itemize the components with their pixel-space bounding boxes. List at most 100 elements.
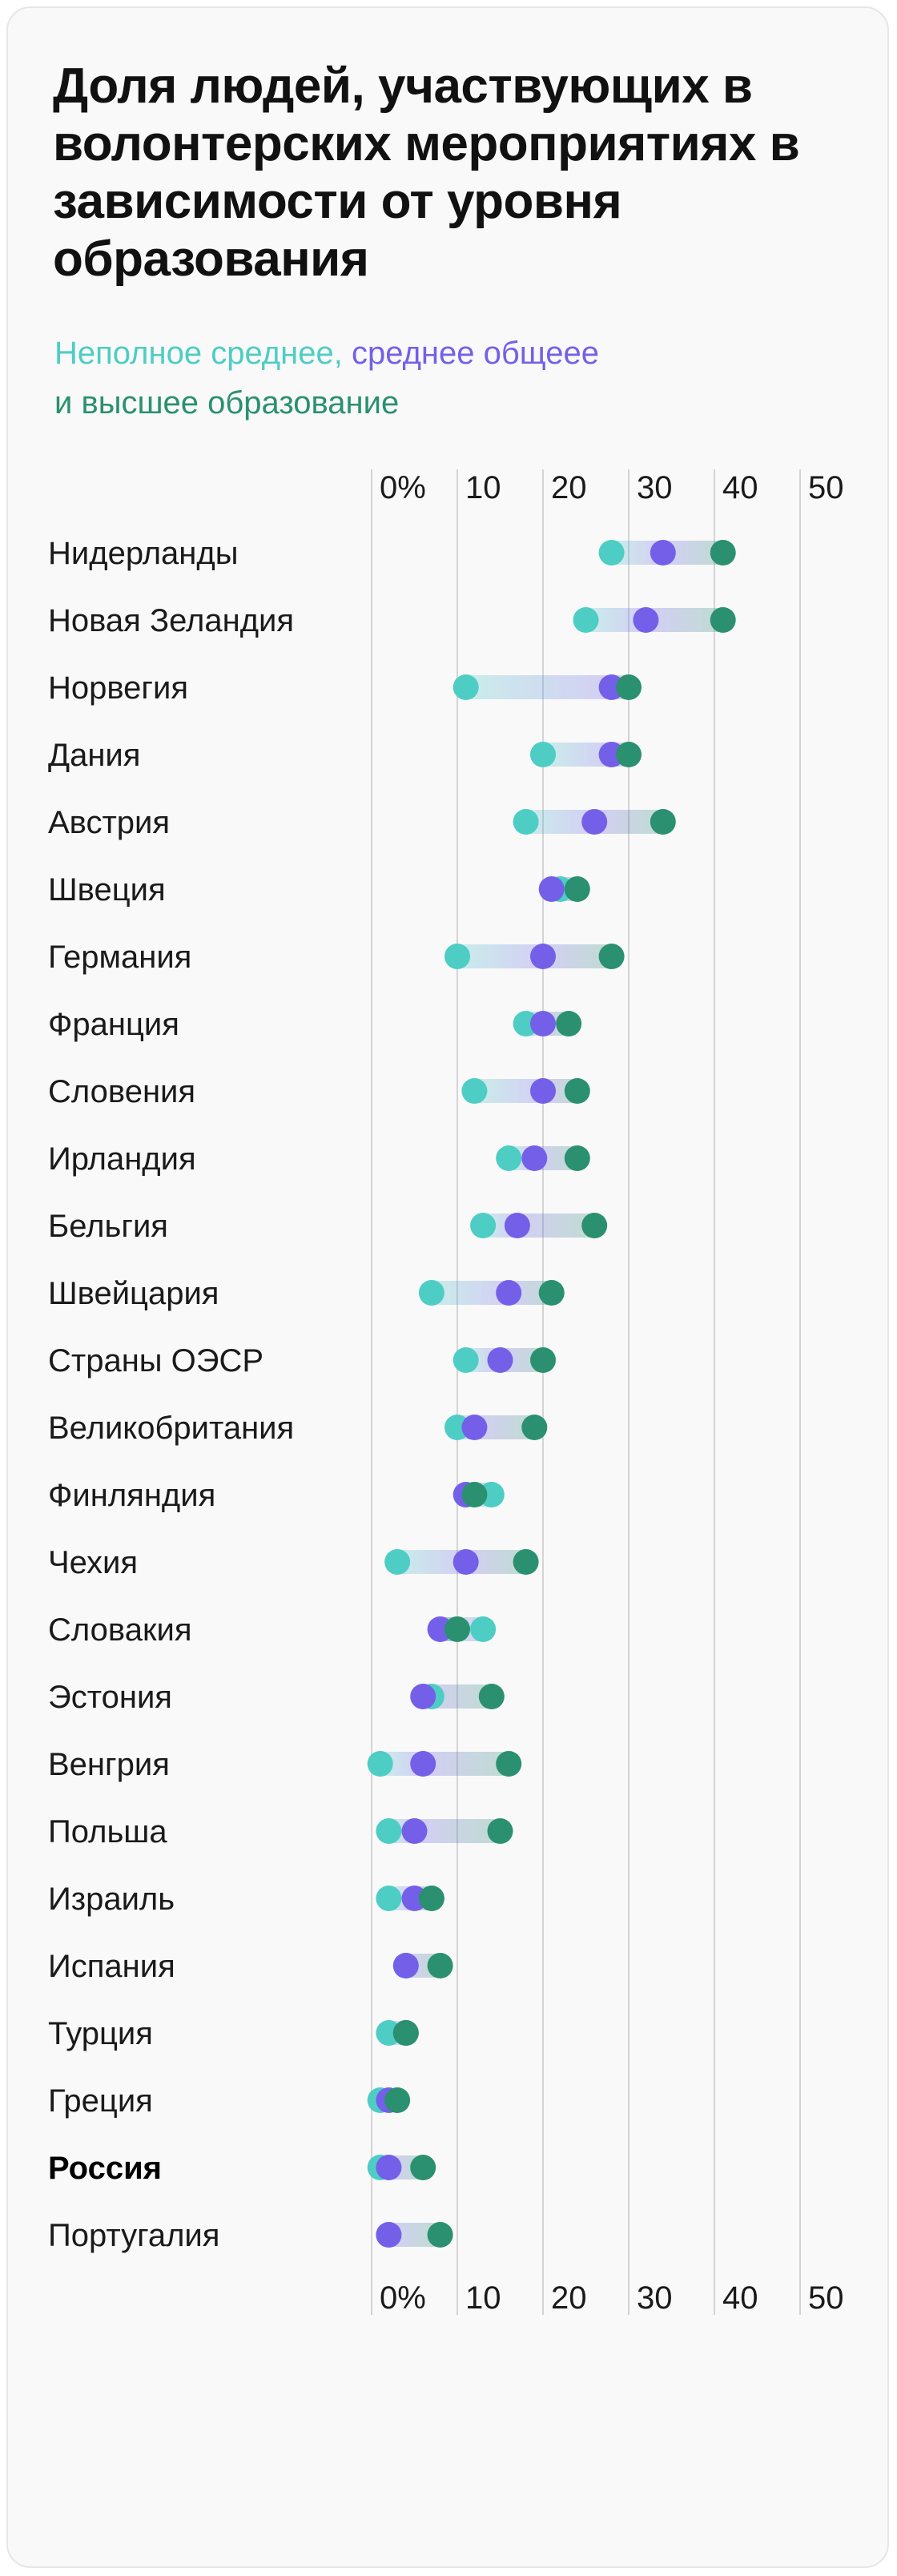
dot-incomplete-secondary xyxy=(496,1145,522,1171)
category-label: Новая Зеландия xyxy=(48,603,294,638)
row: Нидерланды xyxy=(48,536,736,571)
category-label: Греция xyxy=(48,2083,153,2119)
category-label: Испания xyxy=(48,1949,175,1984)
range-bar-incomplete-to-general xyxy=(457,944,543,968)
dot-general-secondary xyxy=(487,1347,513,1373)
gridlines xyxy=(371,469,801,2315)
dot-higher-education xyxy=(384,2087,411,2113)
category-label: Финляндия xyxy=(48,1478,215,1513)
row: Швеция xyxy=(48,872,590,908)
row: Страны ОЭСР xyxy=(48,1343,556,1379)
dot-higher-education xyxy=(650,809,676,835)
dot-higher-education xyxy=(496,1751,522,1777)
dot-general-secondary xyxy=(461,1415,488,1440)
dot-general-secondary xyxy=(376,2222,402,2248)
category-label: Великобритания xyxy=(48,1411,294,1446)
dot-general-secondary xyxy=(650,540,676,566)
category-label: Ирландия xyxy=(48,1141,196,1177)
dot-general-secondary xyxy=(453,1549,479,1575)
row: Швейцария xyxy=(48,1276,565,1311)
dot-incomplete-secondary xyxy=(367,1751,393,1777)
dot-higher-education xyxy=(616,674,642,700)
dot-higher-education xyxy=(530,1347,556,1373)
chart-card: Доля людей, участвующих в волонтерских м… xyxy=(6,6,889,2568)
row: Франция xyxy=(48,1007,582,1042)
dot-higher-education xyxy=(581,1213,608,1238)
tick-label-bottom-40: 40 xyxy=(722,2280,758,2316)
dot-incomplete-secondary xyxy=(513,809,539,835)
tick-label-top-20: 20 xyxy=(551,470,587,505)
row: Россия xyxy=(48,2151,436,2186)
category-label: Германия xyxy=(48,940,191,975)
dot-general-secondary xyxy=(401,1818,428,1844)
dot-general-secondary xyxy=(392,1953,419,1978)
row: Венгрия xyxy=(48,1747,522,1782)
tick-label-bottom-10: 10 xyxy=(465,2280,501,2316)
category-label: Израиль xyxy=(48,1882,175,1917)
dot-higher-education xyxy=(616,742,642,767)
dot-incomplete-secondary xyxy=(444,944,470,969)
dot-higher-education xyxy=(410,2155,436,2180)
dot-higher-education xyxy=(513,1549,539,1575)
tick-label-bottom-0: 0% xyxy=(380,2280,426,2316)
dot-general-secondary xyxy=(538,876,565,902)
dot-higher-education xyxy=(427,1953,453,1978)
row: Бельгия xyxy=(48,1209,608,1244)
dot-general-secondary xyxy=(633,607,659,633)
range-bar-general-to-higher xyxy=(414,1819,501,1843)
category-label: Швеция xyxy=(48,872,166,908)
row: Великобритания xyxy=(48,1411,548,1446)
dot-higher-education xyxy=(487,1818,513,1844)
dot-general-secondary xyxy=(530,944,556,969)
dot-general-secondary xyxy=(521,1145,548,1171)
row: Германия xyxy=(48,940,625,975)
row: Турция xyxy=(48,2016,419,2051)
dot-higher-education xyxy=(710,540,736,566)
range-bar-incomplete-to-general xyxy=(465,675,612,699)
range-bar-incomplete-to-general xyxy=(431,1281,509,1305)
category-label: Страны ОЭСР xyxy=(48,1343,263,1379)
category-label: Словения xyxy=(48,1074,195,1109)
range-bar-general-to-higher xyxy=(423,1752,509,1776)
row: Польша xyxy=(48,1814,513,1849)
category-label: Эстония xyxy=(48,1680,172,1715)
dot-higher-education xyxy=(538,1280,565,1306)
category-label: Турция xyxy=(48,2016,153,2051)
tick-label-bottom-50: 50 xyxy=(808,2280,844,2316)
legend: Неполное среднее, среднее общееe и высше… xyxy=(54,328,855,428)
dot-higher-education xyxy=(418,1886,444,1911)
dot-incomplete-secondary xyxy=(461,1078,488,1104)
dot-general-secondary xyxy=(530,1011,556,1036)
category-label: Чехия xyxy=(48,1545,138,1580)
dot-incomplete-secondary xyxy=(384,1549,411,1575)
dot-incomplete-secondary xyxy=(470,1213,497,1238)
dot-higher-education xyxy=(598,944,625,969)
dot-higher-education xyxy=(478,1684,505,1709)
legend-item-incomplete-secondary: Неполное среднее, xyxy=(54,336,343,371)
tick-label-top-10: 10 xyxy=(465,470,501,505)
dot-higher-education xyxy=(564,1145,590,1171)
dot-higher-education xyxy=(392,2020,419,2046)
dot-incomplete-secondary xyxy=(376,1886,402,1911)
dot-incomplete-secondary xyxy=(573,607,599,633)
row: Португалия xyxy=(48,2218,453,2253)
dot-higher-education xyxy=(444,1616,470,1642)
category-label: Швейцария xyxy=(48,1276,219,1311)
category-label: Бельгия xyxy=(48,1209,168,1244)
chart-title: Доля людей, участвующих в волонтерских м… xyxy=(53,58,800,287)
legend-item-general-secondary: среднее общееe xyxy=(351,336,599,371)
row: Дания xyxy=(48,738,642,773)
dot-general-secondary xyxy=(581,809,608,835)
rows: Нидерланды Новая Зеландия Норвегия Дания Авс… xyxy=(48,536,736,2253)
category-label: Венгрия xyxy=(48,1747,170,1782)
category-label: Словакия xyxy=(48,1612,191,1648)
category-label: Дания xyxy=(48,738,140,773)
dot-higher-education xyxy=(564,1078,590,1104)
dot-general-secondary xyxy=(530,1078,556,1104)
dot-incomplete-secondary xyxy=(376,1818,402,1844)
dot-higher-education xyxy=(427,2222,453,2248)
row: Норвегия xyxy=(48,670,642,706)
row: Новая Зеландия xyxy=(48,603,736,638)
row: Греция xyxy=(48,2083,411,2119)
